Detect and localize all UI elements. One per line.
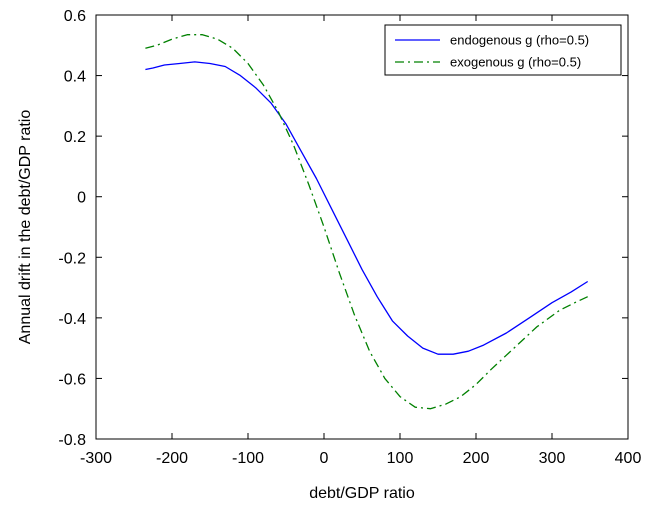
x-axis: -300 -200 -100 0 100 200 300 400 xyxy=(80,15,641,467)
y-tick-label: 0 xyxy=(77,190,86,207)
x-tick-label: -300 xyxy=(80,450,112,467)
plot-frame xyxy=(95,14,629,440)
y-tick-label: -0.8 xyxy=(58,432,86,449)
y-tick-label: 0.6 xyxy=(64,8,86,25)
legend: endogenous g (rho=0.5) exogenous g (rho=… xyxy=(384,24,622,76)
x-tick-label: 0 xyxy=(320,450,329,467)
y-tick-label: 0.2 xyxy=(64,129,86,146)
x-tick-label: -200 xyxy=(156,450,188,467)
x-tick-label: 200 xyxy=(463,450,490,467)
series-layer xyxy=(145,34,589,410)
y-axis-label: Annual drift in the debt/GDP ratio xyxy=(17,110,34,345)
plot-area xyxy=(96,15,628,439)
x-tick-label: 400 xyxy=(615,450,642,467)
x-tick-label: 300 xyxy=(539,450,566,467)
legend-box xyxy=(384,24,622,76)
legend-label-exogenous: exogenous g (rho=0.5) xyxy=(450,55,581,70)
y-tick-label: -0.6 xyxy=(58,371,86,388)
legend-label-endogenous: endogenous g (rho=0.5) xyxy=(450,33,589,48)
y-tick-label: 0.4 xyxy=(64,69,86,86)
x-tick-label: 100 xyxy=(387,450,414,467)
series-line-exogenous-g-rho-0-5 xyxy=(145,34,588,410)
y-axis: -0.8 -0.6 -0.4 -0.2 0 0.2 0.4 0.6 xyxy=(58,8,628,449)
y-tick-label: -0.4 xyxy=(58,311,86,328)
x-tick-label: -100 xyxy=(232,450,264,467)
series-line-endogenous-g-rho-0-5 xyxy=(145,61,589,355)
x-axis-label: debt/GDP ratio xyxy=(309,485,415,502)
y-tick-label: -0.2 xyxy=(58,250,86,267)
